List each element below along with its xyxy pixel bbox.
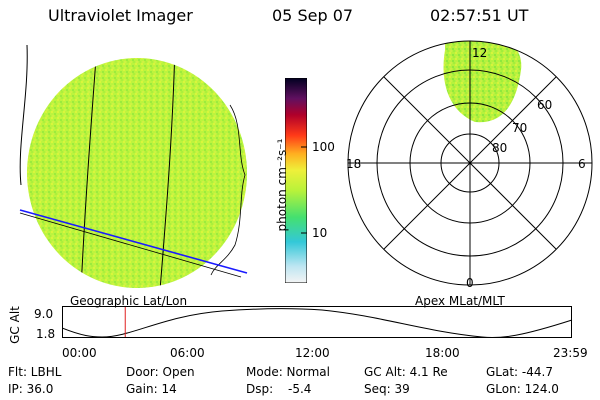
instrument-title: Ultraviolet Imager bbox=[48, 6, 193, 25]
mlt-label-0: 0 bbox=[466, 276, 474, 290]
altitude-xtick-2: 12:00 bbox=[295, 346, 330, 360]
glat-info: GLat: -44.7 bbox=[486, 365, 553, 379]
mode-info: Mode: Normal bbox=[246, 365, 330, 379]
polar-plot bbox=[347, 40, 593, 286]
lat-label-60: 60 bbox=[537, 98, 553, 112]
glon-info: GLon: 124.0 bbox=[486, 382, 559, 396]
geographic-label: Geographic Lat/Lon bbox=[70, 294, 188, 308]
gain-info: Gain: 14 bbox=[126, 382, 177, 396]
altitude-ytick-max: 9.0 bbox=[34, 307, 54, 321]
altitude-ylabel: GC Alt bbox=[8, 306, 22, 344]
time-label: 02:57:51 UT bbox=[430, 6, 529, 25]
mlt-label-6: 6 bbox=[578, 157, 586, 171]
altitude-xtick-4: 23:59 bbox=[553, 346, 588, 360]
colorbar-label: photon cm⁻²s⁻¹ bbox=[275, 138, 289, 232]
ip-info: IP: 36.0 bbox=[8, 382, 54, 396]
mlt-label-18: 18 bbox=[346, 157, 362, 171]
gc-alt-info: GC Alt: 4.1 Re bbox=[364, 365, 448, 379]
seq-info: Seq: 39 bbox=[364, 382, 410, 396]
date-label: 05 Sep 07 bbox=[272, 6, 354, 25]
geographic-image bbox=[19, 45, 248, 288]
altitude-plot bbox=[62, 306, 573, 339]
dsp-value: -5.4 bbox=[288, 382, 312, 396]
colorbar bbox=[285, 78, 307, 283]
colorbar-tick-100: 100 bbox=[312, 140, 335, 154]
altitude-xtick-0: 00:00 bbox=[62, 346, 97, 360]
mlt-label-12: 12 bbox=[472, 46, 488, 60]
altitude-ytick-min: 1.8 bbox=[36, 327, 56, 341]
colorbar-tick-10: 10 bbox=[312, 226, 328, 240]
door-info: Door: Open bbox=[126, 365, 195, 379]
filter-info: Flt: LBHL bbox=[8, 365, 62, 379]
lat-label-70: 70 bbox=[512, 121, 528, 135]
altitude-xtick-3: 18:00 bbox=[425, 346, 460, 360]
dsp-label: Dsp: bbox=[246, 382, 274, 396]
lat-label-80: 80 bbox=[492, 141, 508, 155]
altitude-xtick-1: 06:00 bbox=[170, 346, 205, 360]
polar-label: Apex MLat/MLT bbox=[415, 294, 505, 308]
